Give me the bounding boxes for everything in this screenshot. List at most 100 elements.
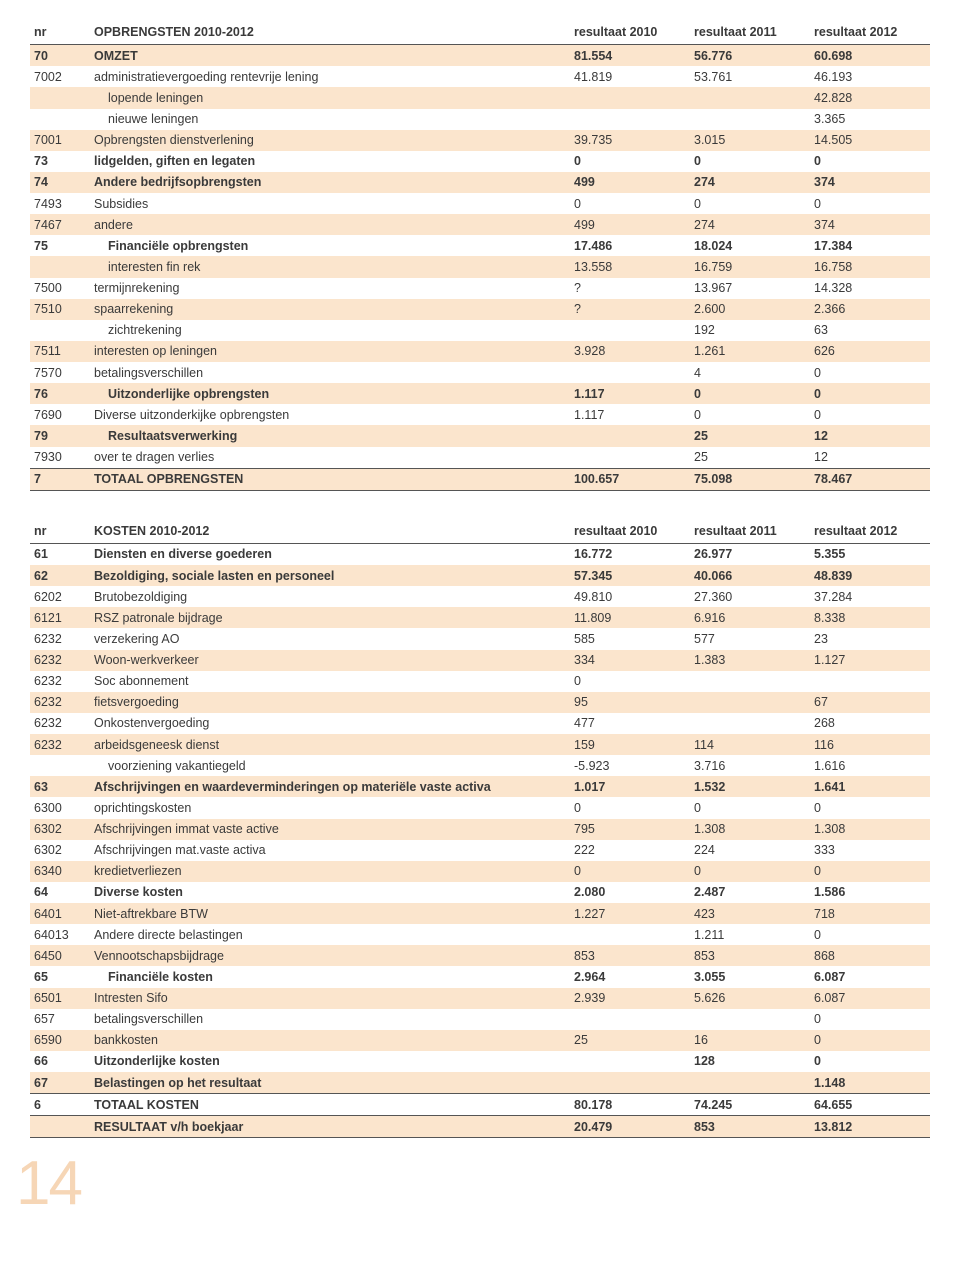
row-label: kredietverliezen (90, 861, 570, 882)
row-cell: 100.657 (570, 468, 690, 490)
row-label: Intresten Sifo (90, 988, 570, 1009)
row-cell: 334 (570, 650, 690, 671)
table-row: 6202Brutobezoldiging49.81027.36037.284 (30, 586, 930, 607)
row-cell: 60.698 (810, 45, 930, 67)
row-cell (690, 671, 810, 692)
column-header: KOSTEN 2010-2012 (90, 519, 570, 544)
row-label: Andere bedrijfsopbrengsten (90, 172, 570, 193)
row-label: betalingsverschillen (90, 1009, 570, 1030)
row-cell: 25 (570, 1030, 690, 1051)
row-label: zichtrekening (90, 320, 570, 341)
row-cell: 7467 (30, 214, 90, 235)
row-cell: 65 (30, 966, 90, 987)
table-row: 62Bezoldiging, sociale lasten en persone… (30, 565, 930, 586)
row-label: arbeidsgeneesk dienst (90, 734, 570, 755)
row-cell: 0 (570, 861, 690, 882)
row-cell: 868 (810, 945, 930, 966)
row-label: Uitzonderlijke kosten (90, 1051, 570, 1072)
row-cell: 222 (570, 840, 690, 861)
row-cell: 37.284 (810, 586, 930, 607)
row-label: OMZET (90, 45, 570, 67)
row-cell: 853 (690, 1116, 810, 1138)
row-cell: 61 (30, 543, 90, 565)
row-cell: 2.939 (570, 988, 690, 1009)
row-cell: 6 (30, 1094, 90, 1116)
row-label: oprichtingskosten (90, 797, 570, 818)
row-cell: 3.716 (690, 755, 810, 776)
table-row: 6340kredietverliezen000 (30, 861, 930, 882)
row-cell: 2.366 (810, 299, 930, 320)
column-header: nr (30, 519, 90, 544)
row-cell: 1.308 (810, 819, 930, 840)
table-row: 7500termijnrekening?13.96714.328 (30, 278, 930, 299)
row-cell: 67 (30, 1072, 90, 1094)
row-label: andere (90, 214, 570, 235)
row-cell: 268 (810, 713, 930, 734)
table-row: 657betalingsverschillen0 (30, 1009, 930, 1030)
table-row: 6450Vennootschapsbijdrage853853868 (30, 945, 930, 966)
table-row: 7493Subsidies000 (30, 193, 930, 214)
row-cell: 0 (810, 383, 930, 404)
row-cell (30, 1116, 90, 1138)
row-cell: 63 (810, 320, 930, 341)
row-cell: 0 (810, 404, 930, 425)
table-row: interesten fin rek13.55816.75916.758 (30, 256, 930, 277)
row-cell (690, 87, 810, 108)
row-cell: 75.098 (690, 468, 810, 490)
row-cell: 70 (30, 45, 90, 67)
row-cell (690, 109, 810, 130)
row-cell: 7690 (30, 404, 90, 425)
table-row: 7511interesten op leningen3.9281.261626 (30, 341, 930, 362)
row-cell: 56.776 (690, 45, 810, 67)
row-cell: 11.809 (570, 607, 690, 628)
row-cell: 1.017 (570, 776, 690, 797)
row-cell: 6450 (30, 945, 90, 966)
row-cell: 0 (810, 1030, 930, 1051)
row-cell: 95 (570, 692, 690, 713)
row-label: Resultaatsverwerking (90, 425, 570, 446)
row-cell: 3.365 (810, 109, 930, 130)
row-cell: 41.819 (570, 66, 690, 87)
row-cell: 6232 (30, 671, 90, 692)
table-row: 6401Niet-aftrekbare BTW1.227423718 (30, 903, 930, 924)
row-cell: 6232 (30, 650, 90, 671)
row-cell: 0 (690, 151, 810, 172)
row-label: Financiële opbrengsten (90, 235, 570, 256)
kosten-table: nrKOSTEN 2010-2012resultaat 2010resultaa… (30, 519, 930, 1139)
row-cell (690, 1072, 810, 1094)
row-cell: 0 (810, 797, 930, 818)
row-cell: 499 (570, 172, 690, 193)
row-cell: 7510 (30, 299, 90, 320)
row-cell: 7930 (30, 447, 90, 469)
row-label: Afschrijvingen en waardeverminderingen o… (90, 776, 570, 797)
row-label: TOTAAL OPBRENGSTEN (90, 468, 570, 490)
table-row: 61Diensten en diverse goederen16.77226.9… (30, 543, 930, 565)
row-cell: 1.308 (690, 819, 810, 840)
row-cell: 1.227 (570, 903, 690, 924)
row-cell: 1.383 (690, 650, 810, 671)
row-cell: 5.355 (810, 543, 930, 565)
row-cell: 63 (30, 776, 90, 797)
row-cell (30, 320, 90, 341)
row-cell: 26.977 (690, 543, 810, 565)
table-row: 75Financiële opbrengsten17.48618.02417.3… (30, 235, 930, 256)
row-cell: 0 (810, 1009, 930, 1030)
row-cell: 0 (810, 1051, 930, 1072)
table-row: 6232Woon-werkverkeer3341.3831.127 (30, 650, 930, 671)
row-cell: 853 (570, 945, 690, 966)
table-row: 6501Intresten Sifo2.9395.6266.087 (30, 988, 930, 1009)
table-row: 6121RSZ patronale bijdrage11.8096.9168.3… (30, 607, 930, 628)
table-row: 64Diverse kosten2.0802.4871.586 (30, 882, 930, 903)
row-cell: 274 (690, 172, 810, 193)
row-cell: 3.928 (570, 341, 690, 362)
table-row: 70OMZET81.55456.77660.698 (30, 45, 930, 67)
table-row: 7570betalingsverschillen40 (30, 362, 930, 383)
table-row: 7002administratievergoeding rentevrije l… (30, 66, 930, 87)
row-cell (810, 671, 930, 692)
row-cell: 333 (810, 840, 930, 861)
row-cell (570, 447, 690, 469)
row-cell: 27.360 (690, 586, 810, 607)
row-cell: 6401 (30, 903, 90, 924)
row-cell: 0 (570, 193, 690, 214)
row-label: Afschrijvingen mat.vaste activa (90, 840, 570, 861)
